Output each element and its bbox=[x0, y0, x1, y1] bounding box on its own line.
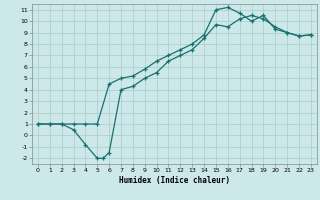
X-axis label: Humidex (Indice chaleur): Humidex (Indice chaleur) bbox=[119, 176, 230, 185]
